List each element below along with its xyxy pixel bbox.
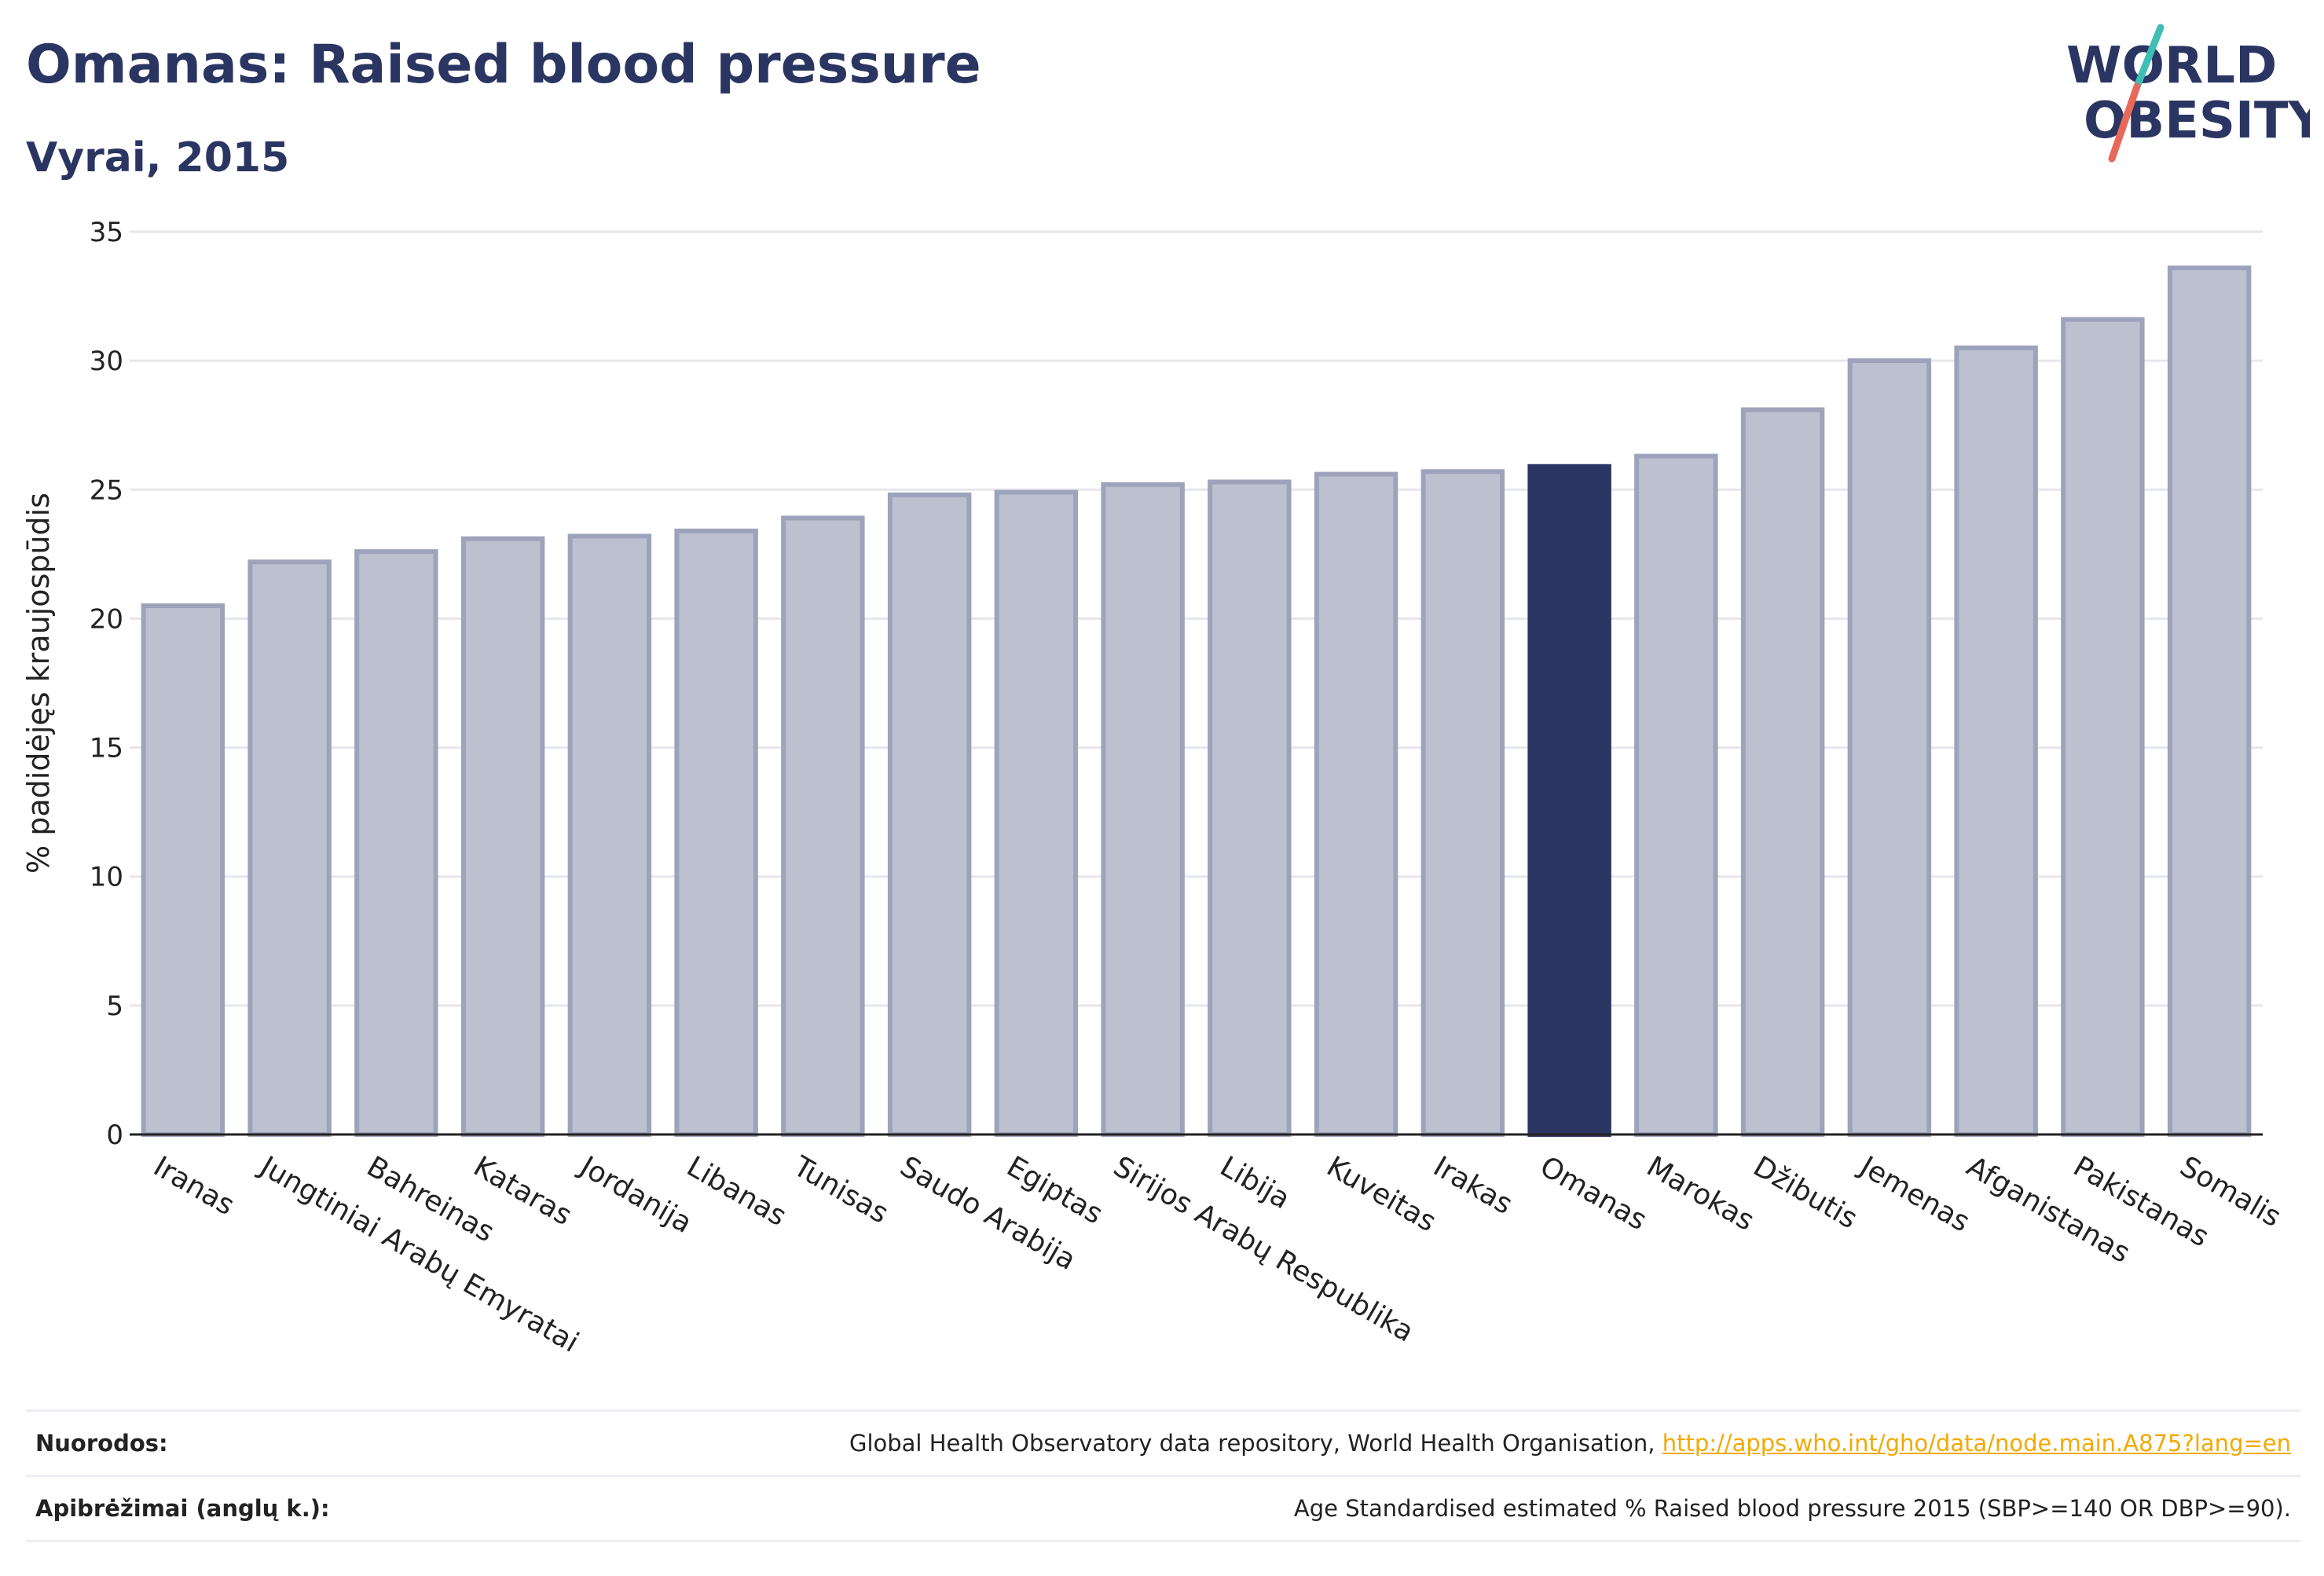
bars	[141, 265, 2252, 1138]
bar-tunisas[interactable]	[781, 515, 865, 1137]
bar-sirijos-arabų-respublika[interactable]	[1101, 482, 1185, 1137]
sources-value: Global Health Observatory data repositor…	[849, 1430, 2300, 1457]
sources-label: Nuorodos:	[35, 1430, 168, 1457]
bar-irakas[interactable]	[1420, 469, 1505, 1137]
y-tick-label: 25	[90, 475, 123, 506]
y-tick-label: 0	[106, 1120, 123, 1151]
bar-kuveitas[interactable]	[1314, 471, 1398, 1137]
y-tick-labels: 0 5 10 15 20 25 30 35	[90, 217, 123, 1151]
x-tick-label: Kuveitas	[1321, 1150, 1442, 1238]
y-tick-label: 15	[90, 733, 123, 764]
x-tick-label: Libanas	[681, 1150, 792, 1233]
bar-jungtiniai-arabų-emyratai[interactable]	[247, 559, 332, 1137]
definitions-value: Age Standardised estimated % Raised bloo…	[1293, 1495, 2291, 1522]
bar-egiptas[interactable]	[994, 489, 1079, 1137]
bar-libanas[interactable]	[674, 528, 758, 1137]
bar-iranas[interactable]	[141, 603, 225, 1137]
definitions-label: Apibrėžimai (anglų k.):	[35, 1495, 330, 1522]
x-tick-label: Džibutis	[1748, 1150, 1863, 1235]
footer-sources-row: Nuorodos: Global Health Observatory data…	[26, 1409, 2300, 1475]
logo-slash-bottom	[2108, 82, 2141, 163]
y-tick-label: 5	[106, 991, 123, 1022]
bar-bahreinas[interactable]	[354, 549, 438, 1137]
bar-kataras[interactable]	[460, 536, 545, 1137]
y-tick-label: 20	[90, 603, 123, 635]
x-tick-label: Omanas	[1534, 1150, 1652, 1237]
footer-definitions-row: Apibrėžimai (anglų k.): Age Standardised…	[26, 1475, 2300, 1542]
bar-chart: 0 5 10 15 20 25 30 35 Iranas Jungtiniai Arabų Em…	[21, 217, 2286, 1359]
x-tick-label: Tunisas	[787, 1150, 893, 1230]
world-obesity-logo[interactable]: WORLD OBESITY	[2043, 24, 2310, 165]
x-tick-label: Jemenas	[1853, 1149, 1975, 1238]
logo-text-world: WORLD	[2066, 37, 2277, 95]
sources-link[interactable]: http://apps.who.int/gho/data/node.main.A…	[1662, 1430, 2291, 1457]
bar-jordanija[interactable]	[567, 533, 652, 1137]
y-axis-title: % padidėjęs kraujospūdis	[21, 493, 56, 874]
bar-saudo-arabija[interactable]	[887, 492, 972, 1137]
x-tick-label: Iranas	[148, 1150, 240, 1222]
chart-subtitle: Vyrai, 2015	[26, 134, 290, 181]
bar-marokas[interactable]	[1634, 453, 1718, 1137]
chart-title: Omanas: Raised blood pressure	[26, 34, 981, 96]
bar-libija[interactable]	[1208, 479, 1292, 1137]
x-tick-labels: Iranas Jungtiniai Arabų EmyrataiBahreinas…	[148, 1149, 2286, 1359]
x-tick-label: Marokas	[1641, 1150, 1760, 1237]
bar-somalis[interactable]	[2167, 265, 2252, 1138]
grid-lines	[130, 230, 2263, 1007]
bar-omanas[interactable]	[1527, 464, 1611, 1137]
x-tick-label: Libija	[1215, 1150, 1296, 1215]
bar-afganistanas[interactable]	[1954, 345, 2038, 1137]
x-tick-label: Jordanija	[574, 1149, 698, 1240]
bar-džibutis[interactable]	[1740, 407, 1825, 1137]
bar-jemenas[interactable]	[1847, 358, 1932, 1137]
bar-pakistanas[interactable]	[2061, 317, 2145, 1137]
y-tick-label: 35	[90, 217, 123, 248]
x-tick-label: Saudo Arabija	[895, 1150, 1081, 1277]
y-tick-label: 10	[90, 862, 123, 893]
y-tick-label: 30	[90, 346, 123, 377]
logo-slash-top	[2133, 24, 2165, 90]
sources-text: Global Health Observatory data repositor…	[849, 1430, 1655, 1457]
